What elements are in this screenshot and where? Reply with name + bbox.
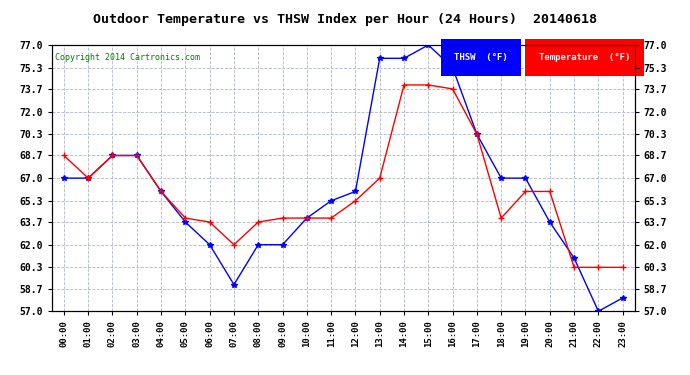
Text: Outdoor Temperature vs THSW Index per Hour (24 Hours)  20140618: Outdoor Temperature vs THSW Index per Ho… (93, 13, 597, 26)
Text: Copyright 2014 Cartronics.com: Copyright 2014 Cartronics.com (55, 53, 199, 62)
Text: THSW  (°F): THSW (°F) (454, 53, 508, 62)
Text: Temperature  (°F): Temperature (°F) (539, 53, 630, 62)
